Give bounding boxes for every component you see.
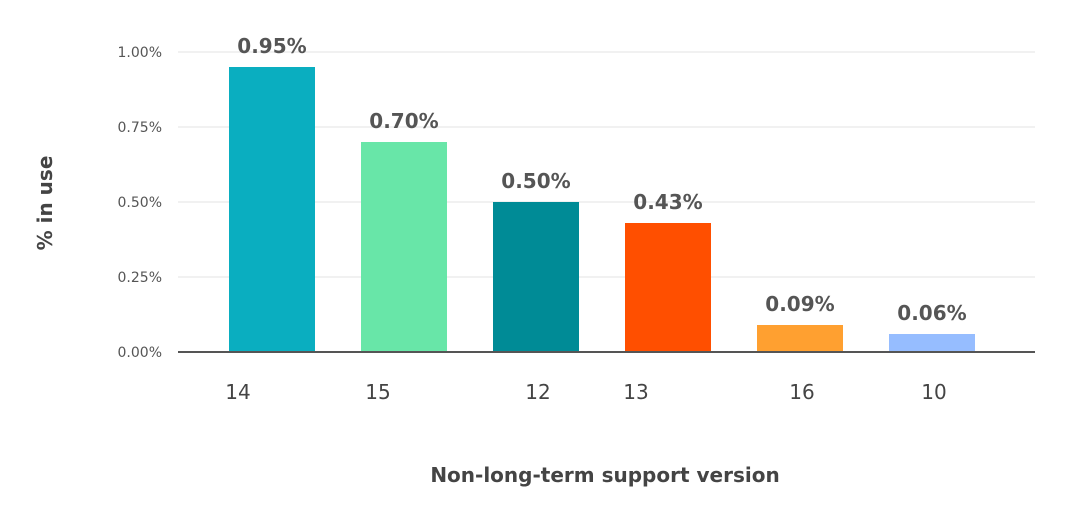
bar-16 [757, 325, 843, 352]
bars [229, 67, 975, 352]
data-label: 0.70% [369, 109, 438, 133]
bar-10 [889, 334, 975, 352]
x-axis-ticks: 14 15 12 13 16 10 [225, 380, 946, 404]
data-label: 0.06% [897, 301, 966, 325]
x-tick-label: 16 [789, 380, 814, 404]
gridlines [178, 51, 1035, 278]
y-tick-label: 0.25% [118, 270, 162, 286]
data-labels: 0.95% 0.70% 0.50% 0.43% 0.09% 0.06% [237, 34, 966, 325]
y-tick-label: 0.50% [118, 195, 162, 211]
bar-13 [625, 223, 711, 352]
data-label: 0.50% [501, 169, 570, 193]
data-label: 0.95% [237, 34, 306, 58]
y-tick-label: 0.00% [118, 345, 162, 361]
data-label: 0.09% [765, 292, 834, 316]
bar-15 [361, 142, 447, 352]
y-tick-label: 1.00% [118, 45, 162, 61]
x-tick-label: 12 [525, 380, 550, 404]
x-tick-label: 13 [623, 380, 648, 404]
y-axis-ticks: 0.00% 0.25% 0.50% 0.75% 1.00% [118, 45, 162, 361]
data-label: 0.43% [633, 190, 702, 214]
x-axis-title: Non-long-term support version [430, 463, 779, 487]
y-axis-title: % in use [33, 156, 57, 251]
x-tick-label: 10 [921, 380, 946, 404]
y-tick-label: 0.75% [118, 120, 162, 136]
bar-14 [229, 67, 315, 352]
x-tick-label: 14 [225, 380, 250, 404]
x-tick-label: 15 [365, 380, 390, 404]
bar-12 [493, 202, 579, 352]
